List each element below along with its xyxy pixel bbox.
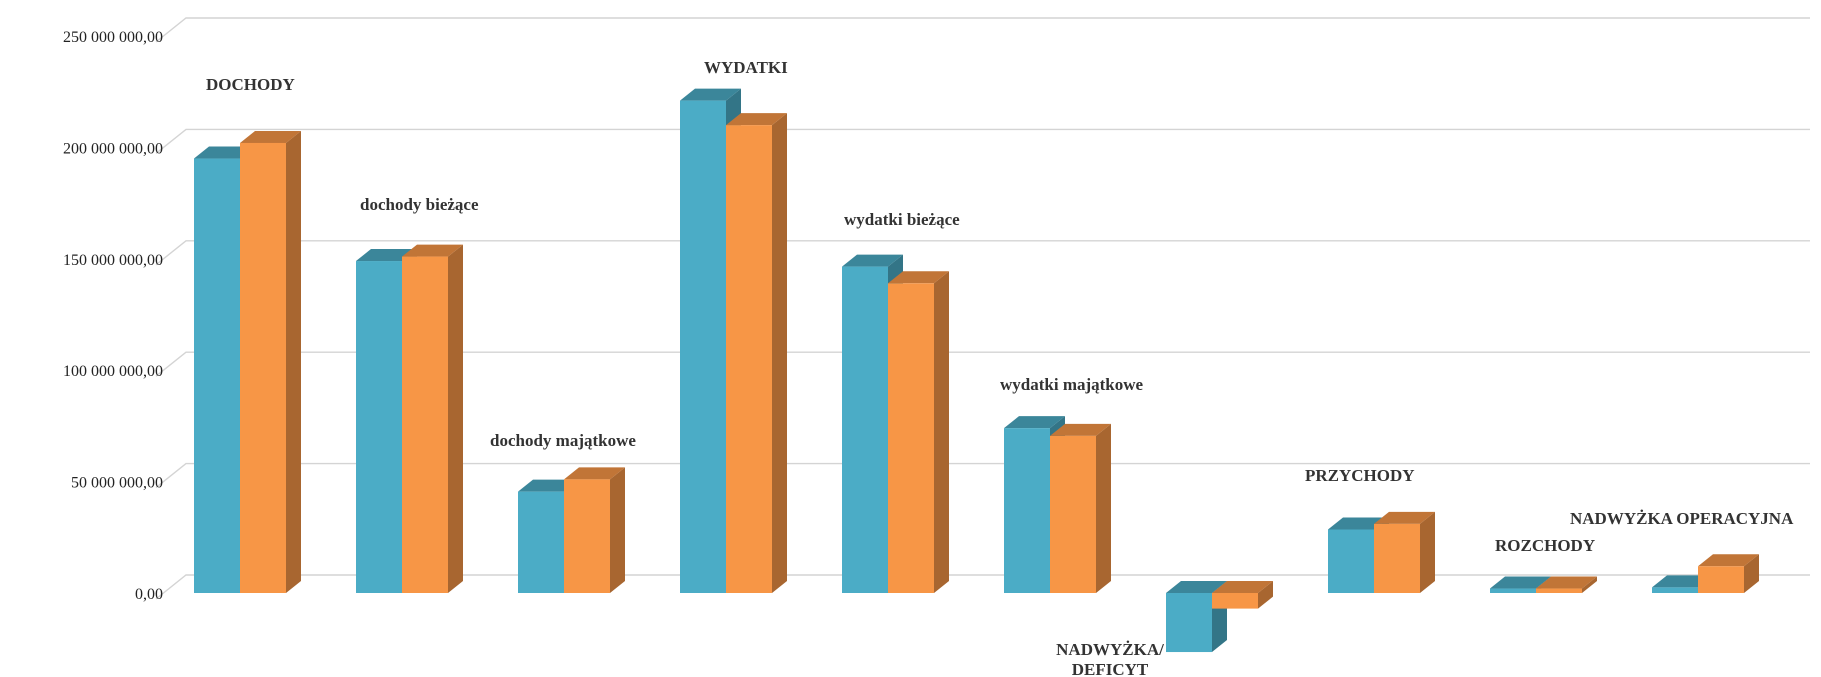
y-tick-label: 50 000 000,00 (71, 475, 163, 492)
category-label: wydatki bieżące (844, 210, 960, 229)
category-label: WYDATKI (704, 58, 788, 77)
bar (240, 131, 301, 593)
category-label: dochody majątkowe (490, 431, 636, 450)
bar (888, 271, 949, 593)
y-tick-label: 250 000 000,00 (63, 29, 163, 46)
category-label: NADWYŻKA/ (1056, 640, 1164, 659)
category-label: dochody bieżące (360, 195, 479, 214)
category-label: DEFICYT (1072, 660, 1149, 677)
gridline (156, 129, 1810, 153)
bar (402, 245, 463, 593)
bar (564, 467, 625, 593)
gridline (156, 18, 1810, 42)
bars (194, 89, 1759, 652)
category-label: ROZCHODY (1495, 536, 1595, 555)
y-tick-label: 100 000 000,00 (63, 363, 163, 380)
bar (1050, 424, 1111, 593)
y-axis-tick-labels: 0,00 50 000 000,00 100 000 000,00 150 000 0… (63, 29, 163, 603)
category-label: DOCHODY (206, 75, 295, 94)
y-tick-label: 0,00 (135, 586, 163, 603)
category-label: wydatki majątkowe (1000, 375, 1144, 394)
bar (726, 113, 787, 593)
bar (1698, 554, 1759, 593)
y-tick-label: 200 000 000,00 (63, 140, 163, 157)
category-label: PRZYCHODY (1305, 466, 1415, 485)
bar (1374, 512, 1435, 593)
y-tick-label: 150 000 000,00 (63, 252, 163, 269)
category-label: NADWYŻKA OPERACYJNA (1570, 509, 1794, 528)
